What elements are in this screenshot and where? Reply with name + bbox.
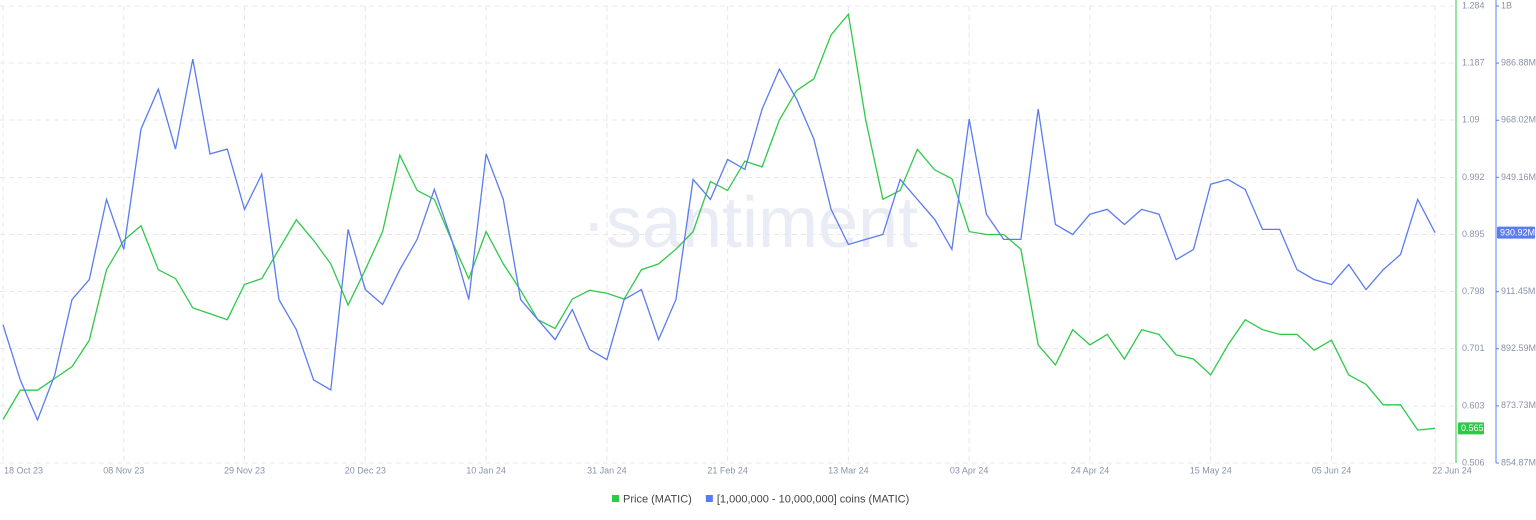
x-tick-label: 18 Oct 23 [4, 465, 43, 475]
x-tick-label: 03 Apr 24 [950, 465, 989, 475]
x-tick-label: 31 Jan 24 [587, 465, 627, 475]
legend-label: [1,000,000 - 10,000,000] coins (MATIC) [717, 493, 909, 505]
x-tick-label: 21 Feb 24 [707, 465, 748, 475]
y2-tick-label: 1B [1501, 0, 1512, 10]
grid [0, 5, 1456, 464]
y-tick-label: 1.09 [1462, 114, 1480, 124]
y-tick-label: 0.603 [1462, 400, 1485, 410]
y-tick-label: 0.701 [1462, 343, 1485, 353]
legend-swatch [705, 495, 713, 502]
y-tick-label: 0.992 [1462, 172, 1485, 182]
series-line [2, 12, 1436, 431]
y2-tick-label: 986.88M [1501, 58, 1536, 68]
y2-tick-label: 854.87M [1501, 457, 1536, 467]
series-line [2, 58, 1436, 422]
last-value-badge [1458, 422, 1484, 435]
x-tick-label: 10 Jan 24 [466, 465, 506, 475]
x-tick-label: 08 Nov 23 [103, 465, 144, 475]
y-tick-label: 1.187 [1462, 57, 1485, 67]
y2-tick-label: 968.02M [1501, 115, 1536, 125]
y2-tick-label: 873.73M [1501, 400, 1536, 410]
watermark: ·santiment [582, 183, 918, 263]
x-tick-label: 20 Dec 23 [345, 465, 386, 475]
legend-swatch [612, 495, 619, 502]
y-tick-label: 1.284 [1462, 0, 1485, 10]
y-tick-label: 0.506 [1462, 457, 1485, 467]
x-tick-label: 05 Jun 24 [1312, 465, 1352, 475]
last-value-label: 930.92M [1500, 228, 1535, 238]
last-value-badge [1497, 226, 1535, 239]
x-tick-label: 29 Nov 23 [224, 465, 265, 475]
y-tick-label: 0.798 [1462, 286, 1485, 296]
x-tick-label: 22 Jun 24 [1432, 465, 1472, 475]
y2-tick-label: 911.45M [1501, 286, 1535, 296]
x-tick-label: 13 Mar 24 [828, 465, 869, 475]
x-tick-label: 24 Apr 24 [1071, 465, 1110, 475]
x-tick-label: 15 May 24 [1190, 465, 1232, 475]
legend-label: Price (MATIC) [623, 493, 692, 505]
last-value-label: 0.565 [1461, 423, 1484, 433]
y-tick-label: 0.895 [1462, 229, 1485, 239]
y2-tick-label: 949.16M [1501, 172, 1536, 182]
y2-tick-label: 892.59M [1501, 343, 1536, 353]
